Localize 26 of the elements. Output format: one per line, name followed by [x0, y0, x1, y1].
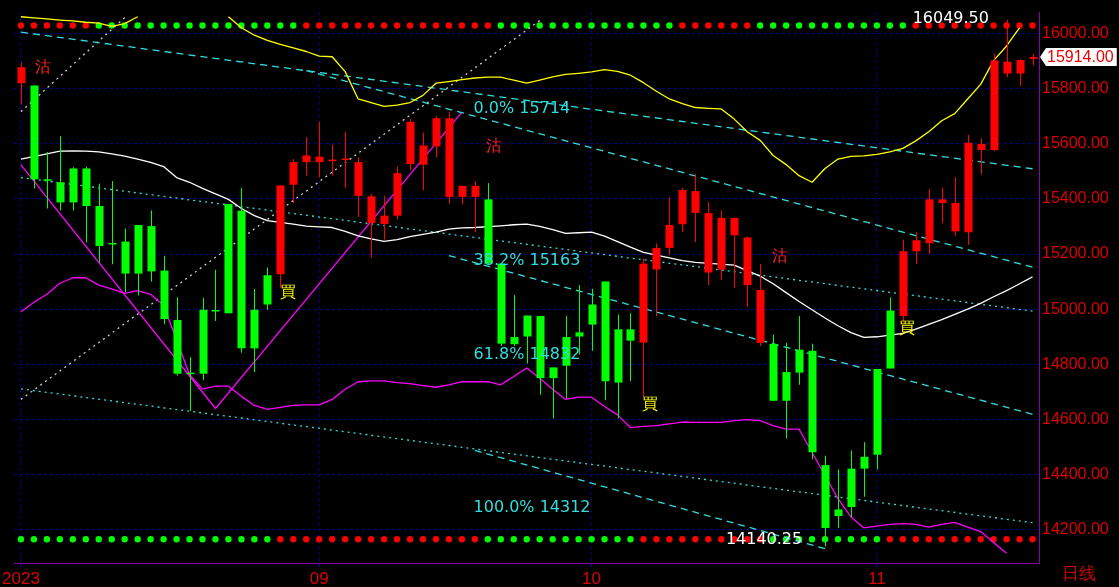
text: 15914.00 [1047, 48, 1114, 66]
y-tick-label: 14600.00 [1042, 409, 1109, 427]
y-tick-label: 15800.00 [1042, 78, 1109, 96]
y-tick-label: 14400.00 [1042, 465, 1109, 483]
y-tick-label: 16000.00 [1042, 23, 1109, 41]
y-tick-label: 15000.00 [1042, 299, 1109, 317]
x-tick-label: 2023 [2, 568, 40, 587]
annotation: 16049.50 [912, 8, 989, 28]
y-tick-label: 15400.00 [1042, 189, 1109, 207]
y-tick-label: 14200.00 [1042, 520, 1109, 538]
annotation: 買 [280, 282, 297, 302]
annotation: 買 [641, 394, 658, 414]
x-tick-label: 11 [868, 568, 886, 587]
annotation: 14140.25 [725, 529, 803, 549]
x-tick-label: 10 [582, 568, 602, 587]
y-tick-label: 15200.00 [1042, 244, 1109, 262]
annotation: 沽 [771, 246, 788, 266]
y-tick-label: 14800.00 [1042, 354, 1109, 372]
annotation: 買 [898, 318, 915, 338]
annotation: 沽 [486, 136, 503, 156]
annotation: 100.0% 14312 [473, 497, 591, 517]
annotation: 沽 [34, 57, 51, 77]
x-tick-label: 09 [309, 568, 329, 587]
annotation: 0.0% 15714 [473, 98, 571, 118]
text: 日线 [1062, 563, 1096, 584]
y-tick-label: 15600.00 [1042, 134, 1109, 152]
